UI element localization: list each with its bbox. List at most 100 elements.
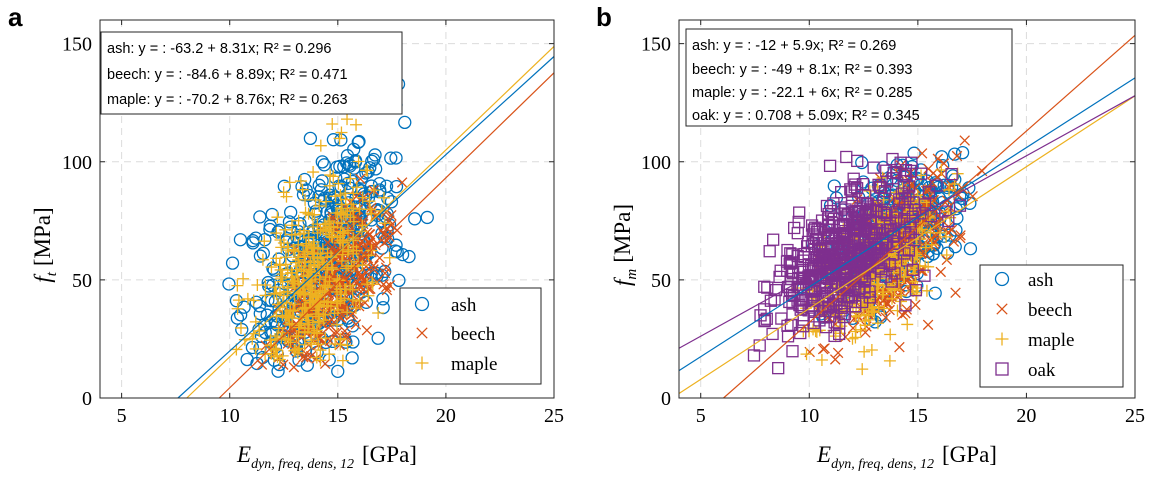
maple-point [346,283,359,296]
maple-point [302,282,315,295]
x-tick-label: 20 [436,405,456,427]
maple-point [325,261,338,274]
legend-marker-oak [995,362,1009,376]
oak-point [850,182,864,195]
panel-a-legend-beech: beech [451,324,496,345]
beech-point [298,351,309,363]
oak-point [768,293,781,306]
maple-point [334,283,347,296]
oak-point [786,265,799,278]
ash-point [261,275,275,290]
beech-point [256,359,268,370]
panel-a-equation-maple: maple: y = : -70.2 + 8.76x; R² = 0.263 [107,92,348,108]
maple-point [232,294,245,307]
maple-point [316,286,329,299]
oak-point [774,264,787,277]
maple-point [277,289,290,302]
ash-point [368,148,382,162]
panel-a-equation-ash: ash: y = : -63.2 + 8.31x; R² = 0.296 [107,41,331,57]
oak-point [828,255,842,268]
maple-point [878,302,891,315]
beech-point [381,284,393,296]
maple-point [341,113,354,126]
maple-point [815,354,828,367]
ash-point [376,292,390,306]
y-tick-label: 100 [62,152,92,174]
maple-point [283,176,296,189]
panel-a-legend-maple: maple [451,354,497,375]
maple-point [347,247,360,260]
maple-point [325,251,338,264]
maple-point [350,244,363,257]
ash-point [389,151,403,165]
maple-point [846,332,859,345]
maple-point [920,284,933,297]
oak-point [773,270,786,284]
beech-point [832,347,844,359]
oak-point [763,245,776,258]
maple-point [282,311,295,324]
maple-point [362,249,375,262]
y-tick-label: 0 [661,388,671,410]
maple-point [908,259,921,272]
oak-point [945,167,958,181]
beech-point [926,177,938,188]
oak-point [786,345,799,358]
maple-point [346,293,359,306]
ash-point [284,205,298,220]
oak-point [909,284,923,297]
oak-point [800,278,813,291]
maple-point [277,186,290,199]
beech-point [922,319,934,331]
maple-point [298,325,311,338]
ash-point [392,273,406,288]
beech-point [900,308,911,319]
ash-point [955,191,969,206]
beech-point [935,266,947,278]
maple-point [296,183,309,196]
ash-point [253,210,267,224]
maple-point [286,275,299,288]
beech-point [384,231,395,242]
maple-point [249,342,262,355]
maple-point [247,294,260,307]
oak-point [783,257,796,270]
maple-point [856,363,869,376]
panel-b-legend-maple: maple [1028,330,1074,351]
ash-point [345,351,359,365]
oak-point [797,320,810,333]
maple-point [350,181,363,194]
maple-point [884,328,897,341]
panel-b-x-axis-label: Edyn, freq, dens, 12 [GPa] [816,442,997,472]
ash-point [317,158,331,172]
y-tick-label: 150 [62,34,92,56]
maple-point [237,272,250,285]
ash-point [271,225,285,239]
maple-point [378,217,391,230]
oak-point [822,218,836,231]
oak-point [890,206,904,219]
oak-point [904,226,918,239]
oak-point [840,265,853,279]
oak-point [851,222,864,236]
maple-point [292,214,305,227]
maple-point [269,343,282,356]
panel-a-legend: ash beech maple [399,287,542,385]
maple-point [353,295,366,308]
y-tick-label: 150 [641,34,671,56]
oak-point [827,197,840,210]
oak-point [781,330,795,343]
maple-point [943,183,956,196]
oak-point [918,269,931,282]
beech-point [924,184,936,195]
ash-point [222,277,236,291]
oak-point [856,196,869,210]
maple-point [326,263,339,276]
maple-point [299,206,312,219]
beech-point [351,276,363,288]
ash-point [234,308,248,322]
maple-point [341,306,354,319]
beech-point [331,250,343,262]
ash-point [314,183,328,197]
x-tick-label: 5 [696,405,706,427]
